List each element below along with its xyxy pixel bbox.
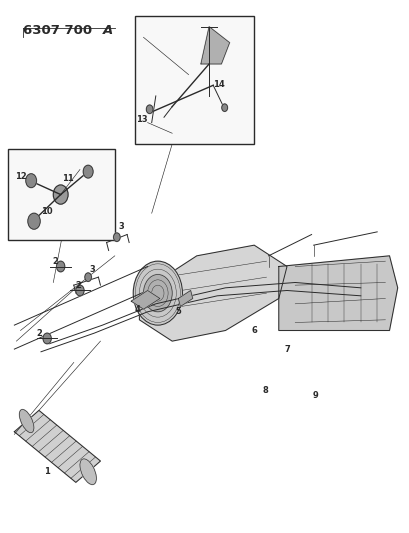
Ellipse shape	[80, 459, 96, 484]
Circle shape	[83, 165, 93, 178]
Polygon shape	[131, 290, 160, 309]
Polygon shape	[14, 410, 100, 482]
Polygon shape	[200, 27, 229, 64]
Text: 7: 7	[283, 345, 289, 353]
Circle shape	[221, 104, 227, 111]
Text: 4: 4	[134, 305, 140, 313]
Text: 14: 14	[212, 80, 224, 88]
Circle shape	[28, 213, 40, 229]
Text: 5: 5	[175, 308, 181, 316]
Text: A: A	[102, 24, 112, 37]
Circle shape	[26, 174, 36, 188]
Circle shape	[43, 333, 51, 344]
Text: 9: 9	[312, 391, 318, 400]
Circle shape	[113, 233, 120, 241]
Text: 2: 2	[75, 281, 81, 289]
Bar	[135, 16, 254, 144]
Circle shape	[56, 261, 65, 272]
Text: 6: 6	[251, 326, 256, 335]
Circle shape	[143, 274, 172, 312]
Text: 11: 11	[62, 174, 73, 183]
Text: 6307 700: 6307 700	[22, 24, 92, 37]
Polygon shape	[178, 290, 192, 306]
Polygon shape	[139, 245, 286, 341]
Bar	[8, 149, 115, 240]
Circle shape	[146, 105, 153, 114]
Circle shape	[76, 285, 84, 296]
Text: 2: 2	[52, 257, 58, 265]
Circle shape	[53, 185, 68, 204]
Circle shape	[133, 261, 182, 325]
Ellipse shape	[19, 409, 34, 433]
Text: 12: 12	[16, 173, 27, 181]
Circle shape	[85, 273, 91, 281]
Text: 10: 10	[41, 207, 53, 216]
Text: 3: 3	[89, 265, 95, 273]
Text: 3: 3	[118, 222, 124, 231]
Text: 2: 2	[36, 329, 42, 337]
Text: 8: 8	[262, 386, 268, 394]
Polygon shape	[278, 256, 397, 330]
Text: 13: 13	[135, 116, 147, 124]
Text: 1: 1	[44, 467, 50, 476]
